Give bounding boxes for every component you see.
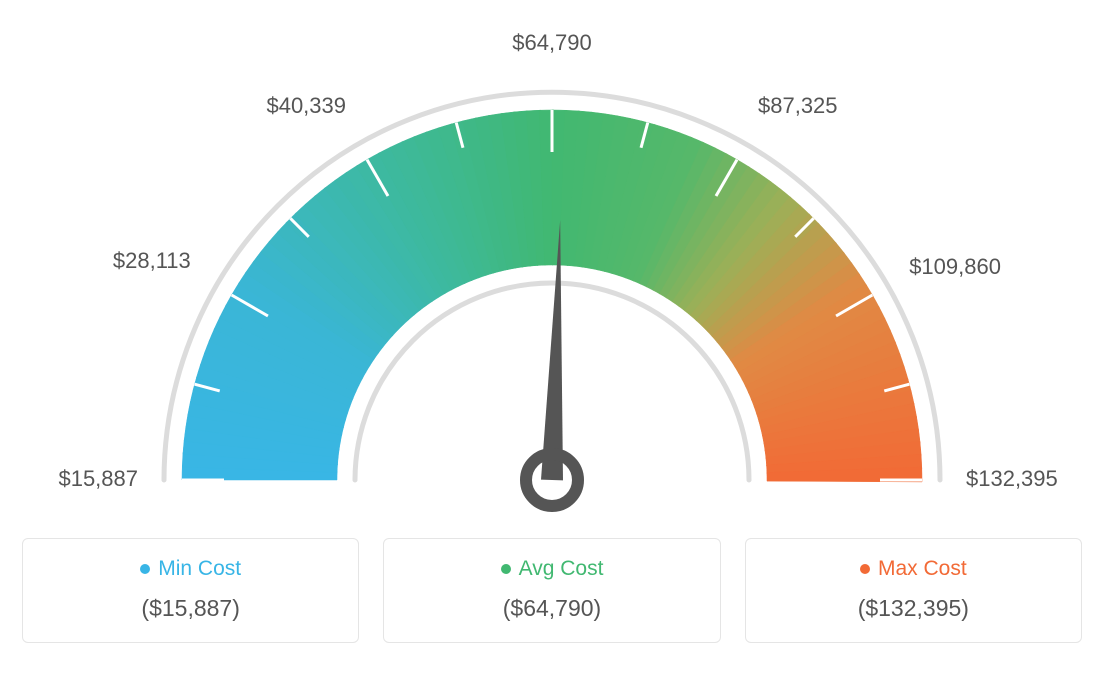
legend-card-avg: Avg Cost ($64,790)	[383, 538, 720, 643]
scale-label: $28,113	[113, 248, 191, 273]
legend-card-min: Min Cost ($15,887)	[22, 538, 359, 643]
legend-label-avg: Avg Cost	[519, 557, 604, 580]
scale-label: $15,887	[58, 466, 138, 491]
scale-label: $132,395	[966, 466, 1058, 491]
dot-icon-min	[140, 564, 150, 574]
legend-title-max: Max Cost	[756, 557, 1071, 581]
legend-row: Min Cost ($15,887) Avg Cost ($64,790) Ma…	[22, 538, 1082, 643]
legend-label-max: Max Cost	[878, 557, 967, 580]
scale-label: $40,339	[266, 93, 346, 118]
scale-label: $109,860	[909, 254, 1001, 279]
legend-label-min: Min Cost	[158, 557, 241, 580]
legend-title-min: Min Cost	[33, 557, 348, 581]
scale-label: $64,790	[512, 30, 592, 55]
legend-value-min: ($15,887)	[33, 595, 348, 622]
scale-label: $87,325	[758, 93, 838, 118]
dot-icon-avg	[501, 564, 511, 574]
legend-card-max: Max Cost ($132,395)	[745, 538, 1082, 643]
dot-icon-max	[860, 564, 870, 574]
cost-gauge: $15,887 $28,113 $40,339 $64,790 $87,325 $109,…	[22, 20, 1082, 520]
legend-value-avg: ($64,790)	[394, 595, 709, 622]
legend-title-avg: Avg Cost	[394, 557, 709, 581]
legend-value-max: ($132,395)	[756, 595, 1071, 622]
gauge-svg: $15,887 $28,113 $40,339 $64,790 $87,325 $109,…	[22, 20, 1082, 520]
